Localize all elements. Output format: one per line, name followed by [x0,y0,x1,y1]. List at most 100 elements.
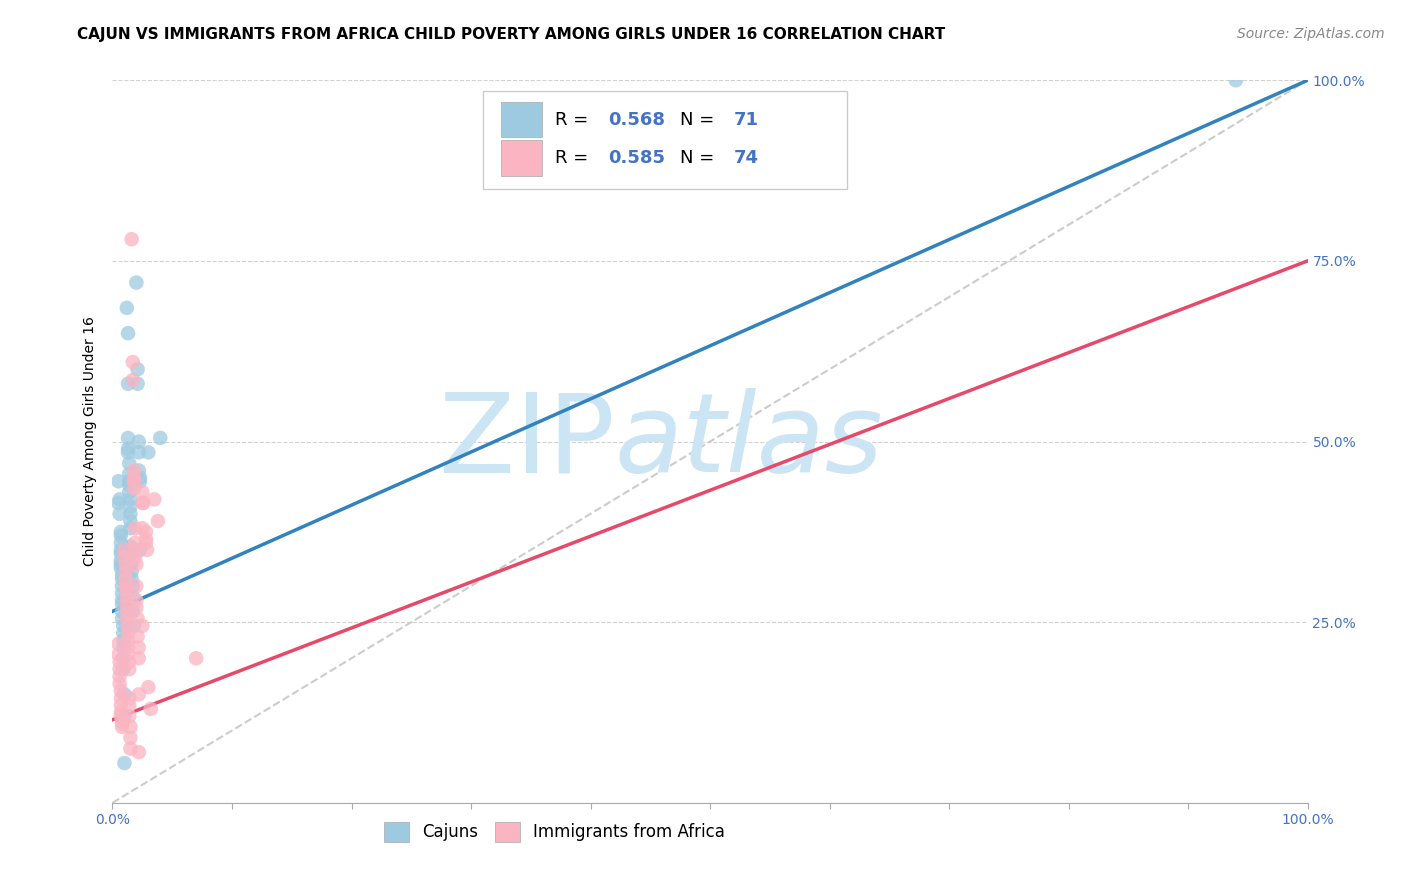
Point [138,680,160,694]
Point [115,597,138,611]
Point [120,500,142,514]
Point [117,640,139,655]
Point [111,604,134,618]
Point [114,687,135,701]
Point [131,496,153,510]
Point [114,572,136,586]
Point [127,376,149,391]
Point [121,590,143,604]
Point [129,475,152,489]
Point [125,600,148,615]
Point [128,687,150,701]
Point [118,655,141,669]
Point [121,579,143,593]
Point [117,431,139,445]
Point [110,698,132,713]
Point [107,648,129,662]
Point [120,492,142,507]
Point [118,478,141,492]
Point [118,691,141,706]
Point [118,698,141,713]
Point [121,232,143,246]
Point [120,514,142,528]
Point [110,561,132,575]
Point [120,507,142,521]
Point [108,655,131,669]
Text: 71: 71 [734,111,759,129]
Point [120,720,142,734]
Point [128,745,150,759]
Text: 0.568: 0.568 [609,111,665,129]
Point [111,568,134,582]
Point [114,542,135,557]
Y-axis label: Child Poverty Among Girls Under 16: Child Poverty Among Girls Under 16 [83,317,97,566]
Point [131,619,153,633]
Point [118,456,141,470]
Point [108,492,131,507]
Text: N =: N = [681,149,720,168]
Text: ZIP: ZIP [439,388,614,495]
Point [111,611,134,625]
Point [132,496,155,510]
Point [120,539,142,553]
Point [121,547,143,561]
Point [112,640,135,655]
Point [110,683,132,698]
Point [110,706,132,720]
FancyBboxPatch shape [501,140,541,176]
Point [139,702,162,716]
Point [135,532,157,546]
Point [117,445,139,459]
Point [128,445,150,459]
Point [118,485,141,500]
Point [107,496,129,510]
Point [118,662,141,676]
Point [114,579,136,593]
Point [127,611,149,625]
Point [110,691,132,706]
Point [114,756,135,770]
FancyBboxPatch shape [484,91,848,189]
Point [115,590,138,604]
Point [108,507,131,521]
Point [114,558,136,572]
Point [117,633,139,648]
Point [117,326,139,340]
Text: CAJUN VS IMMIGRANTS FROM AFRICA CHILD POVERTY AMONG GIRLS UNDER 16 CORRELATION C: CAJUN VS IMMIGRANTS FROM AFRICA CHILD PO… [77,27,946,42]
Point [114,709,135,723]
Point [108,669,131,683]
Point [128,640,150,655]
Point [111,586,134,600]
Point [131,485,153,500]
Point [111,716,134,731]
Point [135,535,157,549]
Point [136,542,159,557]
Point [115,611,138,625]
Point [122,463,145,477]
Point [128,463,150,477]
Point [118,467,141,481]
Point [110,535,132,549]
Point [111,579,134,593]
Point [111,572,134,586]
Text: atlas: atlas [614,388,883,495]
Point [115,301,138,315]
Text: R =: R = [554,149,593,168]
Point [120,521,142,535]
Point [117,619,139,633]
Point [115,582,138,597]
Point [111,720,134,734]
Point [125,593,148,607]
Point [111,597,134,611]
Point [122,470,145,484]
Point [129,542,152,557]
Point [121,558,143,572]
Text: R =: R = [554,111,593,129]
Point [146,514,169,528]
Point [124,550,146,565]
Point [124,521,146,535]
Point [111,713,134,727]
Point [117,648,139,662]
Point [124,535,146,549]
Point [124,542,146,557]
